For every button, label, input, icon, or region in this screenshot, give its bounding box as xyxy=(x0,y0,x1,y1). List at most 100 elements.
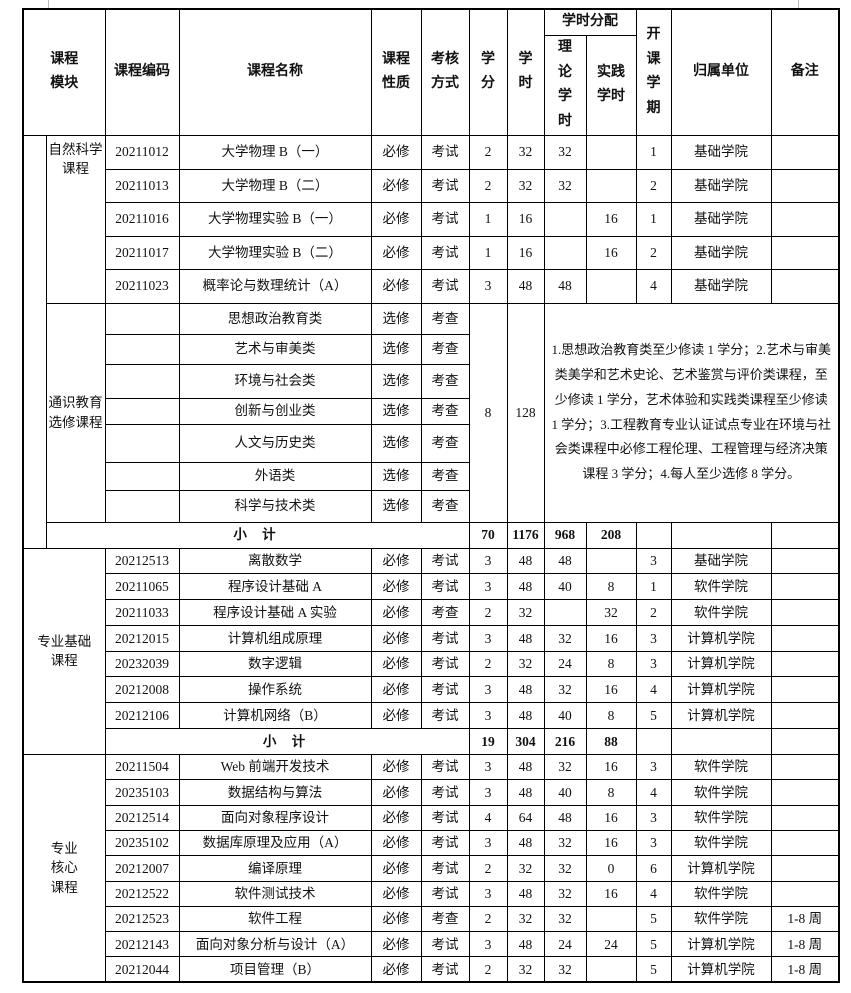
cell-name: 外语类 xyxy=(178,461,372,491)
cell-exam: 考查 xyxy=(420,333,470,365)
table-row: 环境与社会类 选修 考查 xyxy=(23,363,839,399)
cell-name: 艺术与审美类 xyxy=(178,333,372,365)
cell-practice xyxy=(585,547,637,575)
cell-exam: 考试 xyxy=(420,573,470,601)
cell-practice: 24 xyxy=(585,931,637,958)
cell-theory: 32 xyxy=(543,829,587,857)
cell-code: 20212007 xyxy=(104,855,180,882)
cell-code: 20211012 xyxy=(104,134,180,170)
cell-code xyxy=(104,363,180,399)
cell-remark xyxy=(770,754,840,781)
cell-unit: 基础学院 xyxy=(670,168,772,203)
cell-practice: 0 xyxy=(585,855,637,882)
cell-code: 20211065 xyxy=(104,573,180,601)
subtotal-theory: 968 xyxy=(543,521,587,549)
subtotal-row: 小 计 70 1176 968 208 xyxy=(23,521,840,549)
cell-hours: 48 xyxy=(506,268,545,304)
cell-nature: 必修 xyxy=(370,905,422,933)
header-exam: 考核 方式 xyxy=(420,8,470,136)
curriculum-table: 课程 模块 课程编码 课程名称 课程 性质 考核 方式 学 分 学 时 学时分配… xyxy=(22,8,840,984)
cell-unit: 基础学院 xyxy=(670,235,772,270)
cell-theory: 40 xyxy=(543,702,587,730)
cell-practice: 16 xyxy=(585,804,637,831)
cell-name: 思想政治教育类 xyxy=(178,302,372,335)
cell-nature: 必修 xyxy=(370,201,422,237)
subtotal-label: 小 计 xyxy=(45,521,470,549)
cell-hours: 48 xyxy=(506,754,545,781)
cell-hours: 48 xyxy=(506,880,545,907)
cell-credit: 2 xyxy=(468,956,508,983)
cell-semester: 4 xyxy=(635,676,672,704)
table-row: 20212143 面向对象分析与设计（A） 必修 考试 3 48 24 24 5 计算机学院 1-8… xyxy=(23,931,840,958)
table-body: 自然科学课程 20211012 大学物理 B（一） 必修 考试 2 32 32 1 基础学院 202… xyxy=(22,134,840,983)
cell-code: 20212514 xyxy=(104,804,180,831)
header-nature: 课程 性质 xyxy=(370,8,422,136)
subtotal-credit: 70 xyxy=(468,521,508,549)
cell-practice: 16 xyxy=(585,754,637,781)
cell-hours: 128 xyxy=(506,302,545,523)
cell-code xyxy=(104,302,180,335)
cell-name: 大学物理实验 B（一） xyxy=(178,201,372,237)
table-row: 20212008 操作系统 必修 考试 3 48 32 16 4 计算机学院 xyxy=(23,676,840,704)
module-cell: 专业基础 课程 xyxy=(22,547,106,756)
cell-nature: 必修 xyxy=(370,702,422,730)
subtotal-practice: 88 xyxy=(585,728,637,756)
cell-name: 程序设计基础 A 实验 xyxy=(178,599,372,626)
table-row: 创新与创业类 选修 考查 xyxy=(23,397,839,425)
cell-code: 20211016 xyxy=(104,201,180,237)
cell-theory: 48 xyxy=(543,547,587,575)
cell-hours: 48 xyxy=(506,547,545,575)
cell-hours: 48 xyxy=(506,702,545,730)
subtotal-row: 小 计 19 304 216 88 xyxy=(23,728,840,756)
cell-practice: 16 xyxy=(585,880,637,907)
cell-hours: 48 xyxy=(506,573,545,601)
table-row: 20212007 编译原理 必修 考试 2 32 32 0 6 计算机学院 xyxy=(23,855,840,882)
subtotal-empty xyxy=(770,521,840,549)
cell-credit: 3 xyxy=(468,779,508,806)
cell-hours: 32 xyxy=(506,650,545,678)
cell-code: 20211033 xyxy=(104,599,180,626)
cell-unit: 软件学院 xyxy=(670,779,772,806)
cell-exam: 考试 xyxy=(420,624,470,652)
cell-remark xyxy=(770,702,840,730)
cell-semester: 4 xyxy=(635,268,672,304)
cell-name: 面向对象程序设计 xyxy=(178,804,372,831)
cell-semester: 1 xyxy=(635,573,672,601)
cell-unit: 软件学院 xyxy=(670,880,772,907)
cell-nature: 必修 xyxy=(370,134,422,170)
cell-theory: 48 xyxy=(543,804,587,831)
cell-remark xyxy=(770,599,840,626)
cell-nature: 必修 xyxy=(370,931,422,958)
cell-theory: 32 xyxy=(543,855,587,882)
cell-exam: 考查 xyxy=(420,423,470,463)
cell-exam: 考试 xyxy=(420,702,470,730)
cell-credit: 3 xyxy=(468,754,508,781)
cell-theory: 32 xyxy=(543,624,587,652)
cell-theory: 32 xyxy=(543,880,587,907)
cell-code: 20212522 xyxy=(104,880,180,907)
cell-exam: 考试 xyxy=(420,880,470,907)
cell-code: 20212523 xyxy=(104,905,180,933)
table-row: 20211023 概率论与数理统计（A） 必修 考试 3 48 48 4 基础学院 xyxy=(23,268,840,304)
cell-exam: 考试 xyxy=(420,779,470,806)
cell-unit: 计算机学院 xyxy=(670,624,772,652)
table-row: 科学与技术类 选修 考查 xyxy=(23,489,839,523)
cell-semester: 2 xyxy=(635,168,672,203)
table-row: 人文与历史类 选修 考查 xyxy=(23,423,839,463)
cell-credit: 8 xyxy=(468,302,508,523)
cell-remark xyxy=(770,829,840,857)
cell-hours: 48 xyxy=(506,779,545,806)
cell-nature: 选修 xyxy=(370,489,422,523)
cell-credit: 3 xyxy=(468,676,508,704)
subtotal-empty xyxy=(670,521,772,549)
subtotal-empty xyxy=(670,728,772,756)
cell-nature: 选修 xyxy=(370,302,422,335)
cell-semester: 4 xyxy=(635,880,672,907)
cell-unit: 软件学院 xyxy=(670,754,772,781)
cell-nature: 必修 xyxy=(370,573,422,601)
module-cell: 专业 核心 课程 xyxy=(22,754,106,983)
header-practice: 实践 学时 xyxy=(585,34,637,136)
cell-code: 20211023 xyxy=(104,268,180,304)
cell-semester: 3 xyxy=(635,754,672,781)
cell-remark xyxy=(770,134,840,170)
